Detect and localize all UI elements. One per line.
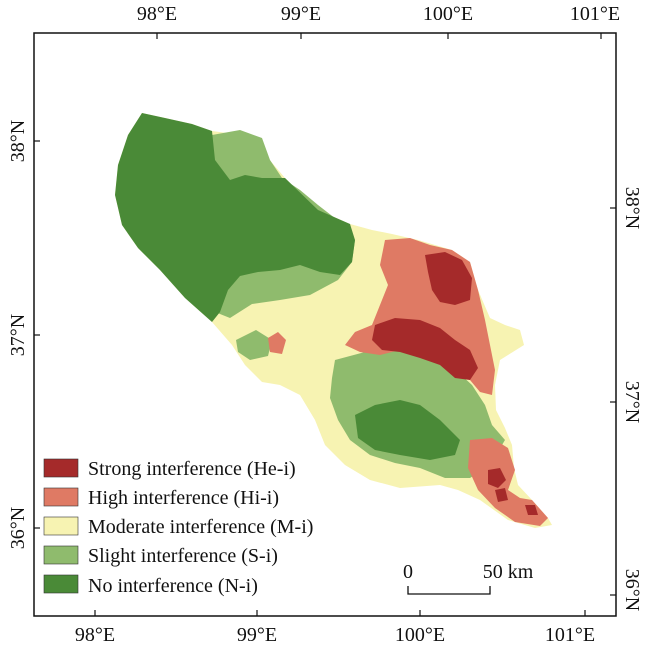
top-lon-label: 101°E	[570, 3, 620, 25]
legend-item: Slight interference (S-i)	[43, 545, 278, 567]
bottom-longitude-labels: 98°E 99°E 100°E 101°E	[75, 624, 595, 646]
right-lat-label: 38°N	[621, 187, 643, 229]
legend-label: Strong interference (He-i)	[88, 458, 296, 480]
scale-end-label: 50 km	[483, 561, 534, 583]
region-strong-southeast-2	[495, 488, 508, 502]
region-none-south	[355, 400, 460, 460]
frame-ticks	[34, 33, 616, 616]
right-latitude-labels: 38°N 37°N 36°N	[621, 187, 643, 611]
legend-item: No interference (N-i)	[43, 574, 258, 597]
legend-swatch	[43, 545, 79, 565]
right-lat-label: 36°N	[621, 569, 643, 611]
legend-label: No interference (N-i)	[88, 575, 258, 597]
scale-bar: 0 50 km	[403, 561, 534, 595]
right-lat-label: 37°N	[621, 381, 643, 423]
region-strong-southeast-3	[525, 505, 538, 515]
legend-swatch	[43, 516, 79, 536]
top-lon-label: 99°E	[281, 3, 321, 25]
scale-start-label: 0	[403, 561, 413, 583]
legend-label: Moderate interference (M-i)	[88, 516, 313, 538]
bottom-lon-label: 101°E	[545, 624, 595, 646]
region-none-north	[115, 113, 355, 322]
bottom-lon-label: 99°E	[237, 624, 277, 646]
legend-swatch	[43, 574, 79, 594]
legend-item: Strong interference (He-i)	[43, 458, 296, 480]
left-lat-label: 36°N	[7, 507, 29, 549]
region-high-west-patch	[268, 332, 286, 354]
legend-item: Moderate interference (M-i)	[43, 516, 313, 538]
region-layers	[115, 113, 552, 528]
region-strong-main	[425, 252, 472, 305]
left-lat-label: 38°N	[7, 120, 29, 162]
legend-label: Slight interference (S-i)	[88, 545, 278, 567]
top-longitude-labels: 98°E 99°E 100°E 101°E	[137, 3, 620, 25]
left-lat-label: 37°N	[7, 314, 29, 356]
legend-item: High interference (Hi-i)	[43, 487, 279, 509]
region-high-southeast	[468, 438, 548, 526]
region-slight-west	[236, 330, 272, 360]
top-lon-label: 98°E	[137, 3, 177, 25]
legend: Strong interference (He-i) High interfer…	[43, 458, 313, 597]
scale-bar-line	[407, 586, 491, 595]
bottom-lon-label: 98°E	[75, 624, 115, 646]
top-lon-label: 100°E	[423, 3, 473, 25]
legend-swatch	[43, 458, 79, 478]
legend-swatch	[43, 487, 79, 507]
left-latitude-labels: 38°N 37°N 36°N	[7, 120, 29, 549]
legend-label: High interference (Hi-i)	[88, 487, 279, 509]
bottom-lon-label: 100°E	[395, 624, 445, 646]
region-strong-center	[372, 318, 478, 380]
region-strong-southeast-1	[488, 468, 506, 488]
